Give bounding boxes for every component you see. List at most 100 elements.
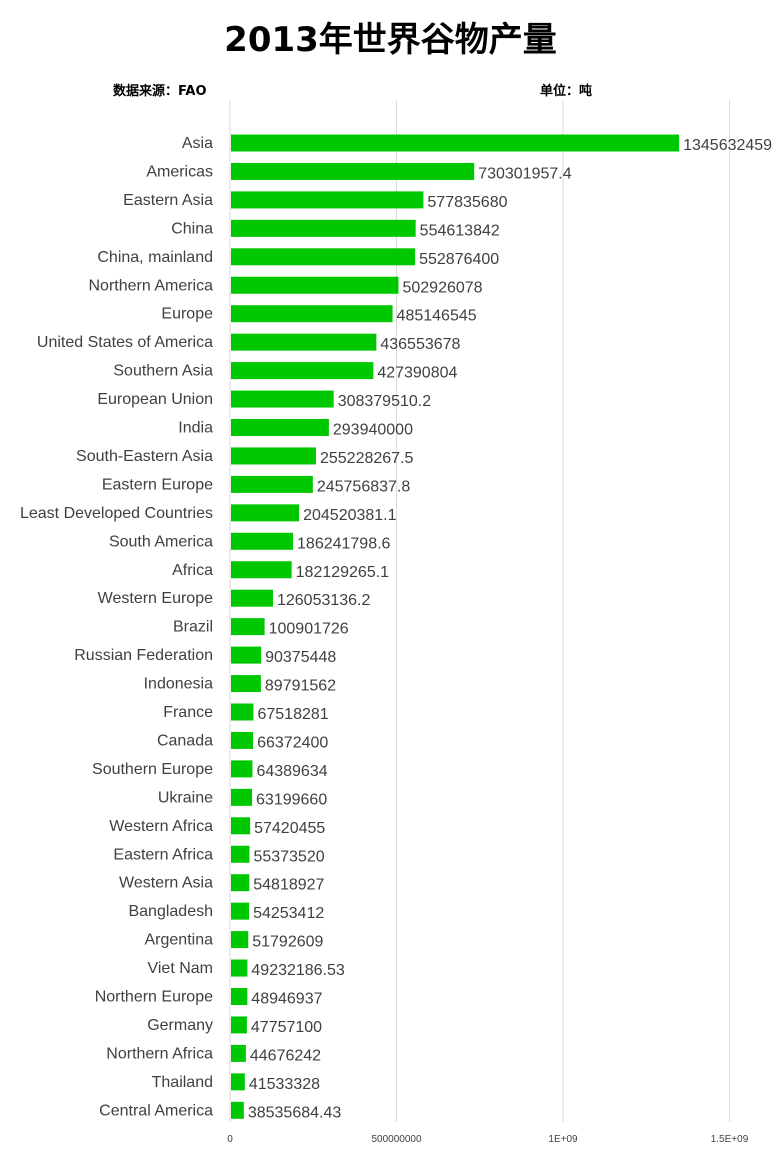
category-label: Viet Nam bbox=[147, 960, 213, 977]
category-label: Canada bbox=[157, 732, 213, 749]
bar bbox=[231, 532, 294, 550]
bar bbox=[231, 447, 316, 465]
bar bbox=[231, 874, 250, 892]
bar bbox=[231, 333, 377, 351]
data-label: 63199660 bbox=[256, 791, 327, 808]
bar bbox=[231, 276, 399, 294]
bar bbox=[231, 731, 254, 749]
data-label: 186241798.6 bbox=[297, 535, 391, 552]
data-label: 66372400 bbox=[257, 734, 328, 751]
data-label: 49232186.53 bbox=[251, 962, 345, 979]
data-label: 54818927 bbox=[253, 877, 324, 894]
x-axis-ticks: 0 500000000 1E+09 1.5E+09 bbox=[227, 1134, 748, 1145]
bar bbox=[231, 191, 424, 209]
bar bbox=[231, 362, 374, 380]
category-label: Eastern Europe bbox=[102, 476, 213, 493]
data-label: 44676242 bbox=[250, 1047, 321, 1064]
category-label: South-Eastern Asia bbox=[76, 448, 213, 465]
data-label: 89791562 bbox=[265, 678, 336, 695]
bar bbox=[231, 618, 265, 636]
category-label: Eastern Africa bbox=[113, 846, 213, 863]
category-label: Western Africa bbox=[109, 818, 213, 835]
data-label: 126053136.2 bbox=[277, 592, 371, 609]
data-label: 47757100 bbox=[251, 1019, 322, 1036]
data-label: 552876400 bbox=[419, 251, 499, 268]
x-tick-label: 500000000 bbox=[371, 1134, 421, 1145]
data-label: 38535684.43 bbox=[248, 1104, 342, 1121]
bar bbox=[231, 760, 253, 778]
data-label: 577835680 bbox=[427, 194, 507, 211]
bar bbox=[231, 675, 261, 693]
data-label: 90375448 bbox=[265, 649, 336, 666]
category-label: Bangladesh bbox=[128, 903, 213, 920]
category-label: Europe bbox=[161, 306, 213, 323]
bar bbox=[231, 1016, 247, 1034]
bar bbox=[231, 390, 334, 408]
bar bbox=[231, 817, 251, 835]
category-label: European Union bbox=[97, 391, 213, 408]
bar bbox=[231, 646, 262, 664]
x-tick-label: 1E+09 bbox=[548, 1134, 578, 1145]
data-label: 55373520 bbox=[253, 848, 324, 865]
bar bbox=[231, 1044, 246, 1062]
bar bbox=[231, 1101, 244, 1119]
bar bbox=[231, 931, 249, 949]
bar bbox=[231, 504, 300, 522]
category-label: France bbox=[163, 704, 213, 721]
category-label: Argentina bbox=[145, 932, 214, 949]
chart-title: 2013年世界谷物产量 bbox=[224, 20, 557, 60]
data-label: 57420455 bbox=[254, 820, 325, 837]
category-label: United States of America bbox=[37, 334, 213, 351]
bar bbox=[231, 845, 250, 863]
data-label: 485146545 bbox=[397, 308, 477, 325]
bar bbox=[231, 788, 253, 806]
data-label: 255228267.5 bbox=[320, 450, 414, 467]
category-label: Central America bbox=[99, 1102, 213, 1119]
category-label: South America bbox=[109, 533, 213, 550]
data-label: 48946937 bbox=[251, 991, 322, 1008]
data-label: 67518281 bbox=[257, 706, 328, 723]
bar bbox=[231, 959, 248, 977]
data-label: 51792609 bbox=[252, 934, 323, 951]
bar bbox=[231, 589, 273, 607]
category-label: Germany bbox=[147, 1017, 213, 1034]
bar bbox=[231, 219, 416, 237]
value-labels: 1345632459 730301957.4 577835680 554613842 5… bbox=[248, 137, 772, 1121]
category-label: Americas bbox=[146, 163, 213, 180]
data-label: 245756837.8 bbox=[317, 478, 411, 495]
category-label: Thailand bbox=[152, 1074, 213, 1091]
data-label: 554613842 bbox=[420, 222, 500, 239]
category-label: Russian Federation bbox=[74, 647, 213, 664]
data-source-note: 数据来源：FAO bbox=[113, 84, 207, 99]
data-label: 41533328 bbox=[249, 1076, 320, 1093]
data-label: 204520381.1 bbox=[303, 507, 397, 524]
bar bbox=[231, 134, 680, 152]
bar bbox=[231, 475, 313, 493]
category-label: Eastern Asia bbox=[123, 192, 213, 209]
bar bbox=[231, 561, 292, 579]
data-label: 1345632459 bbox=[683, 137, 772, 154]
category-label: China bbox=[171, 220, 213, 237]
x-tick-label: 1.5E+09 bbox=[711, 1134, 749, 1145]
bar bbox=[231, 988, 248, 1005]
category-label: Western Asia bbox=[119, 875, 213, 892]
category-label: Southern Asia bbox=[113, 363, 213, 380]
grid-lines bbox=[229, 100, 730, 1122]
bar bbox=[231, 902, 250, 920]
data-label: 64389634 bbox=[256, 763, 327, 780]
unit-note: 单位：吨 bbox=[540, 84, 593, 99]
category-label: Indonesia bbox=[144, 676, 213, 693]
bar bbox=[231, 248, 416, 266]
x-tick-label: 0 bbox=[227, 1134, 233, 1145]
category-label: Brazil bbox=[173, 619, 213, 636]
data-label: 308379510.2 bbox=[338, 393, 432, 410]
category-label: India bbox=[178, 420, 213, 437]
data-label: 100901726 bbox=[269, 621, 349, 638]
bar bbox=[231, 305, 393, 323]
category-label: Northern Europe bbox=[95, 989, 213, 1006]
data-label: 182129265.1 bbox=[296, 564, 390, 581]
bars-group bbox=[231, 134, 680, 1119]
category-label: Northern America bbox=[89, 277, 214, 294]
data-label: 730301957.4 bbox=[478, 165, 572, 182]
